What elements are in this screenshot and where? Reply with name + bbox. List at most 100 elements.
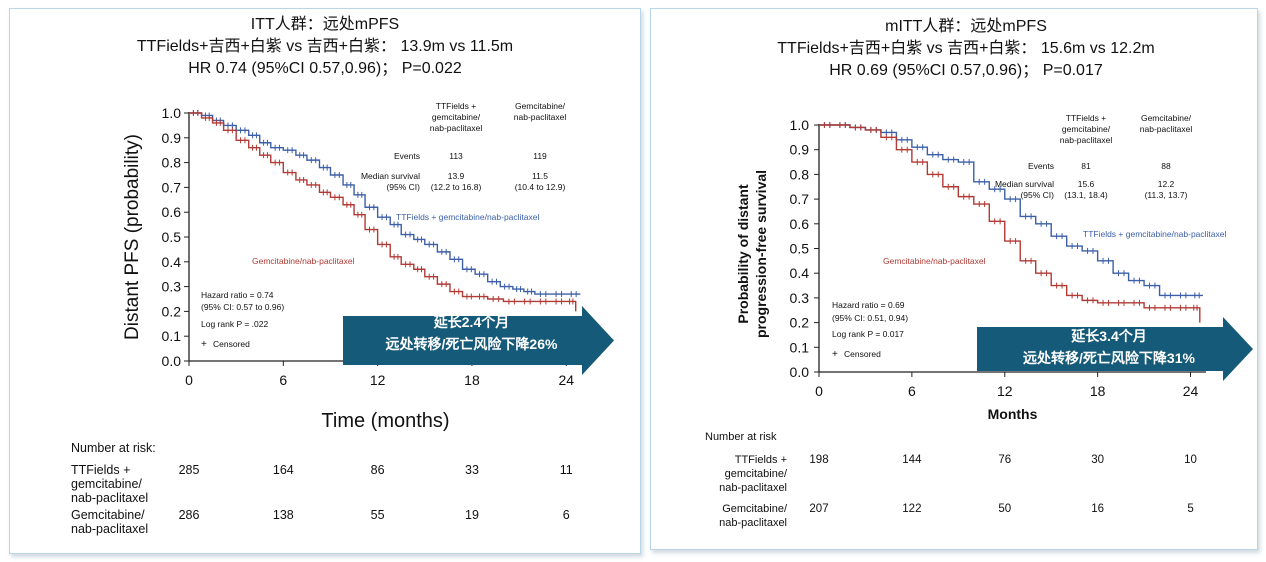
censor-symbol: + — [201, 339, 207, 350]
x-tick-label: 24 — [558, 372, 574, 388]
risk-row-label: Gemcitabine/ — [71, 508, 145, 522]
x-tick-label: 12 — [370, 372, 386, 388]
y-tick-label: 0.2 — [790, 315, 810, 331]
y-axis-label: Probability of distant — [735, 184, 751, 324]
y-tick-label: 0.4 — [162, 254, 182, 270]
risk-value: 285 — [179, 463, 200, 477]
chart-title-line: HR 0.74 (95%CI 0.57,0.96)； P=0.022 — [188, 60, 462, 77]
stats-value: 11.5 — [532, 171, 548, 181]
x-tick-label: 0 — [815, 383, 823, 399]
stats-value: 12.2 — [1158, 179, 1175, 189]
series-label-gem: Gemcitabine/nab-paclitaxel — [883, 256, 986, 266]
km-curve-ttfields — [189, 112, 581, 295]
stats-header: nab-paclitaxel — [1140, 124, 1193, 134]
stats-header: TTFields + — [436, 101, 476, 111]
stats-value: 81 — [1081, 161, 1091, 171]
y-tick-label: 0.5 — [162, 229, 182, 245]
y-tick-label: 0.7 — [162, 179, 182, 195]
stats-value: (10.4 to 12.9) — [515, 182, 566, 192]
km-curve-gem — [189, 112, 577, 312]
series-label-ttfields: TTFields + gemcitabine/nab-paclitaxel — [396, 212, 539, 222]
stats-value: 88 — [1161, 161, 1171, 171]
risk-row-label: nab-paclitaxel — [719, 517, 787, 529]
risk-value: 144 — [902, 454, 922, 466]
hazard-text: Log rank P = 0.017 — [832, 329, 904, 339]
y-tick-label: 0.6 — [790, 216, 810, 232]
x-tick-label: 18 — [464, 372, 480, 388]
y-tick-label: 0.0 — [790, 364, 810, 380]
risk-value: 6 — [563, 508, 570, 522]
hazard-text: Hazard ratio = 0.69 — [832, 300, 905, 310]
hazard-text: (95% CI: 0.57 to 0.96) — [201, 302, 284, 312]
stats-value: (12.2 to 16.8) — [431, 182, 482, 192]
x-axis-label: Months — [988, 406, 1038, 422]
stats-header: Gemcitabine/ — [1141, 113, 1192, 123]
risk-value: 122 — [902, 503, 921, 515]
series-label-ttfields: TTFields + gemcitabine/nab-paclitaxel — [1083, 229, 1226, 239]
panel-mitt: mITT人群：远处mPFS TTFields+吉西+白紫 vs 吉西+白紫： 15… — [650, 8, 1258, 550]
stats-header: nab-paclitaxel — [430, 123, 483, 133]
stats-header: nab-paclitaxel — [514, 112, 567, 122]
km-curve-ttfields — [819, 124, 1203, 297]
chart-title-line: HR 0.69 (95%CI 0.57,0.96)； P=0.017 — [829, 62, 1103, 79]
stats-value: 15.6 — [1078, 179, 1095, 189]
y-tick-label: 0.4 — [790, 265, 810, 281]
banner-text: 远处转移/死亡风险下降31% — [1023, 350, 1195, 366]
y-tick-label: 1.0 — [162, 105, 182, 121]
hazard-text: Hazard ratio = 0.74 — [201, 290, 274, 300]
risk-table-title: Number at risk — [705, 431, 777, 443]
chart-title-line: mITT人群：远处mPFS — [885, 17, 1047, 35]
y-tick-label: 0.7 — [790, 191, 810, 207]
chart-title-line: TTFields+吉西+白紫 vs 吉西+白紫： 13.9m vs 11.5m — [137, 37, 513, 55]
itt-km-chart: ITT人群：远处mPFS TTFields+吉西+白紫 vs 吉西+白紫： 13.… — [71, 15, 614, 536]
y-axis-label: Distant PFS (probability) — [122, 134, 143, 340]
risk-value: 207 — [809, 503, 828, 515]
result-banner-arrow — [977, 317, 1253, 381]
risk-value: 16 — [1091, 503, 1104, 515]
stats-row-label: Median survival — [361, 171, 420, 181]
y-tick-label: 0.5 — [790, 241, 810, 257]
risk-value: 164 — [273, 463, 294, 477]
stats-header: gemcitabine/ — [1062, 124, 1111, 134]
y-tick-label: 1.0 — [790, 117, 810, 133]
chart-title-line: TTFields+吉西+白紫 vs 吉西+白紫： 15.6m vs 12.2m — [777, 39, 1154, 57]
risk-row-label: gemcitabine/ — [71, 477, 142, 491]
stats-value: 119 — [533, 151, 547, 161]
hazard-text: Log rank P = .022 — [201, 319, 268, 329]
stats-value: 113 — [449, 151, 463, 161]
y-tick-label: 0.9 — [790, 142, 810, 158]
stats-value: 13.9 — [448, 171, 465, 181]
risk-row-label: TTFields + — [735, 454, 787, 466]
chart-title-line: ITT人群：远处mPFS — [251, 15, 399, 33]
y-tick-label: 0.8 — [162, 155, 182, 171]
x-tick-label: 12 — [997, 383, 1013, 399]
stats-header: Gemcitabine/ — [515, 101, 566, 111]
y-tick-label: 0.3 — [790, 290, 810, 306]
risk-value: 11 — [560, 463, 573, 477]
stats-header: TTFields + — [1066, 113, 1106, 123]
series-label-gem: Gemcitabine/nab-paclitaxel — [252, 256, 355, 266]
y-tick-label: 0.1 — [162, 328, 182, 344]
risk-value: 86 — [371, 463, 385, 477]
banner-text: 延长2.4个月 — [433, 314, 509, 330]
y-tick-label: 0.2 — [162, 303, 182, 319]
y-tick-label: 0.9 — [162, 130, 182, 146]
risk-value: 19 — [465, 508, 479, 522]
risk-value: 76 — [998, 454, 1011, 466]
censored-legend-label: Censored — [844, 349, 881, 359]
risk-value: 138 — [273, 508, 294, 522]
stats-row-label: Events — [1028, 161, 1054, 171]
risk-value: 198 — [809, 454, 828, 466]
stats-value: (11.3, 13.7) — [1145, 190, 1188, 200]
stats-value: (13.1, 18.4) — [1064, 190, 1108, 200]
hazard-text: (95% CI: 0.51, 0.94) — [832, 313, 908, 323]
censored-legend-label: Censored — [213, 339, 250, 349]
risk-row-label: nab-paclitaxel — [71, 491, 148, 505]
stats-row-label: Median survival — [995, 179, 1054, 189]
banner-text: 延长3.4个月 — [1070, 328, 1146, 344]
x-tick-label: 24 — [1183, 383, 1199, 399]
risk-value: 5 — [1187, 503, 1193, 515]
risk-row-label: Gemcitabine/ — [722, 503, 788, 515]
risk-row-label: TTFields + — [71, 463, 130, 477]
x-tick-label: 0 — [185, 372, 193, 388]
